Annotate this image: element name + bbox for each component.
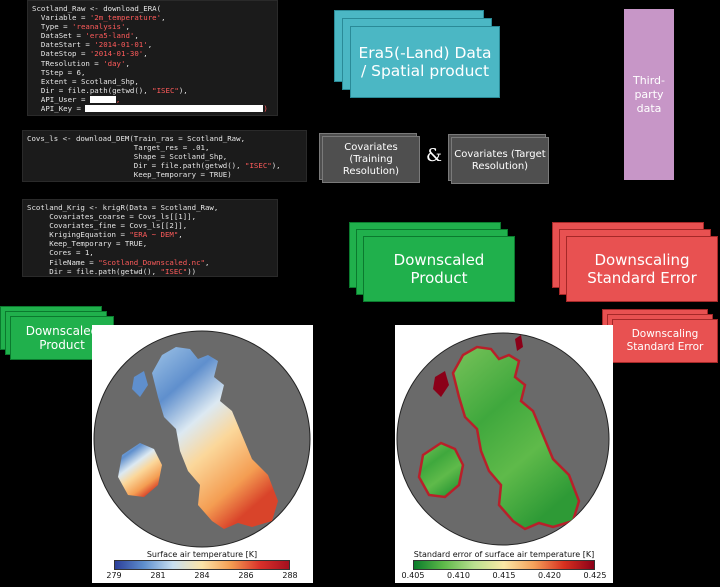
downscaled-product-box: Downscaled Product [349,222,517,302]
code-block-download-era: Scotland_Raw <- download_ERA( Variable =… [27,0,278,116]
code-line: TResolution = 'day', [32,58,130,68]
code-line: TStep = 6, [32,67,86,77]
code-line: Dir = file.path(getwd(), "ISEC"), [27,161,281,171]
colorbar-tick-label: 284 [194,571,210,580]
code-line: Keep_Temporary = TRUE) [27,170,232,180]
code-line: Cores = 1, [27,248,94,258]
error-colorbar-title: Standard error of surface air temperatur… [413,550,595,559]
covariates-training-label: Covariates (Training Resolution) [342,141,400,177]
standard-error-map-panel: Standard error of surface air temperatur… [395,325,613,583]
temperature-map [93,330,311,548]
downscaled-product-label: Downscaled Product [393,251,485,287]
temperature-map-panel: Surface air temperature [K] 279 281 284 286… [92,325,313,583]
code-line: DateStop = '2014-01-30', [32,49,148,59]
temperature-colorbar [114,560,290,570]
code-line: Type = 'reanalysis', [32,22,130,32]
colorbar-tick-label: 0.420 [538,571,561,580]
code-line: Target_res = .01, [27,143,210,153]
downscaling-error-small-label: Downscaling Standard Error [626,328,704,353]
downscaling-error-small-box: Downscaling Standard Error [602,309,720,363]
colorbar-tick-label: 0.425 [583,571,607,580]
code-line: Dir = file.path(getwd(), "ISEC")) [27,266,197,276]
colorbar-tick-label: 0.405 [401,571,425,580]
code-line: DateStart = '2014-01-01', [32,40,153,50]
west-isles [433,371,449,397]
code-line: Covariates_fine = Covs_ls[[2]], [27,221,188,231]
code-line: Keep_Temporary = TRUE, [27,239,148,249]
code-line: API_User = , [32,94,121,104]
land-mass [152,347,278,529]
code-line: Dir = file.path(getwd(), "ISEC"), [32,85,188,95]
code-line: KrigingEquation = "ERA ~ DEM", [27,230,183,240]
downscaling-error-box: Downscaling Standard Error [552,222,720,302]
era5-label: Era5(-Land) Data / Spatial product [358,44,492,80]
standard-error-map [396,332,610,546]
temperature-colorbar-ticks: 279 281 284 286 288 [106,571,297,583]
code-line: DataSet = 'era5-land', [32,31,139,41]
colorbar-tick-label: 286 [238,571,254,580]
ampersand-symbol: & [426,145,443,166]
third-party-label: Third-party data [632,73,666,115]
code-block-krigr: Scotland_Krig <- krigR(Data = Scotland_R… [22,199,278,277]
colorbar-tick-label: 0.410 [447,571,470,580]
code-line: API_Key = ) [32,104,268,114]
third-party-data-box: Third-party data [624,9,674,180]
code-line: Covariates_coarse = Covs_ls[[1]], [27,212,197,222]
ireland-mass [118,443,162,497]
colorbar-tick-label: 288 [282,571,298,580]
ireland-mass [417,441,465,499]
code-line: Covs_ls <- download_DEM(Train_ras = Scot… [27,134,246,143]
covariates-target-label: Covariates (Target Resolution) [454,148,546,172]
colorbar-tick-label: 0.415 [492,571,516,580]
code-line: Scotland_Krig <- krigR(Data = Scotland_R… [27,203,219,212]
colorbar-tick-label: 279 [106,571,122,580]
land-mass [451,345,581,531]
error-colorbar-ticks: 0.405 0.410 0.415 0.420 0.425 [402,571,607,583]
covariates-target-box: Covariates (Target Resolution) [451,137,549,184]
error-colorbar [413,560,595,570]
code-line: FileName = "Scotland_Downscaled.nc", [27,257,210,267]
code-line: Scotland_Raw <- download_ERA( [32,4,162,13]
west-isles [132,371,148,397]
redacted-credential [89,95,116,103]
redacted-credential [85,105,264,113]
north-isles [515,335,523,351]
temperature-colorbar-title: Surface air temperature [K] [146,550,258,559]
covariates-training-box: Covariates (Training Resolution) [322,136,420,183]
era5-data-box: Era5(-Land) Data / Spatial product [334,10,504,100]
colorbar-tick-label: 281 [150,571,166,580]
downscaling-error-label: Downscaling Standard Error [587,251,697,287]
code-block-download-dem: Covs_ls <- download_DEM(Train_ras = Scot… [22,130,307,182]
code-line: Shape = Scotland_Shp, [27,152,228,162]
code-line: Extent = Scotland_Shp, [32,76,139,86]
downscaled-product-small-label: Downscaled Product [25,324,99,352]
code-line: Variable = '2m_temperature', [32,13,166,23]
